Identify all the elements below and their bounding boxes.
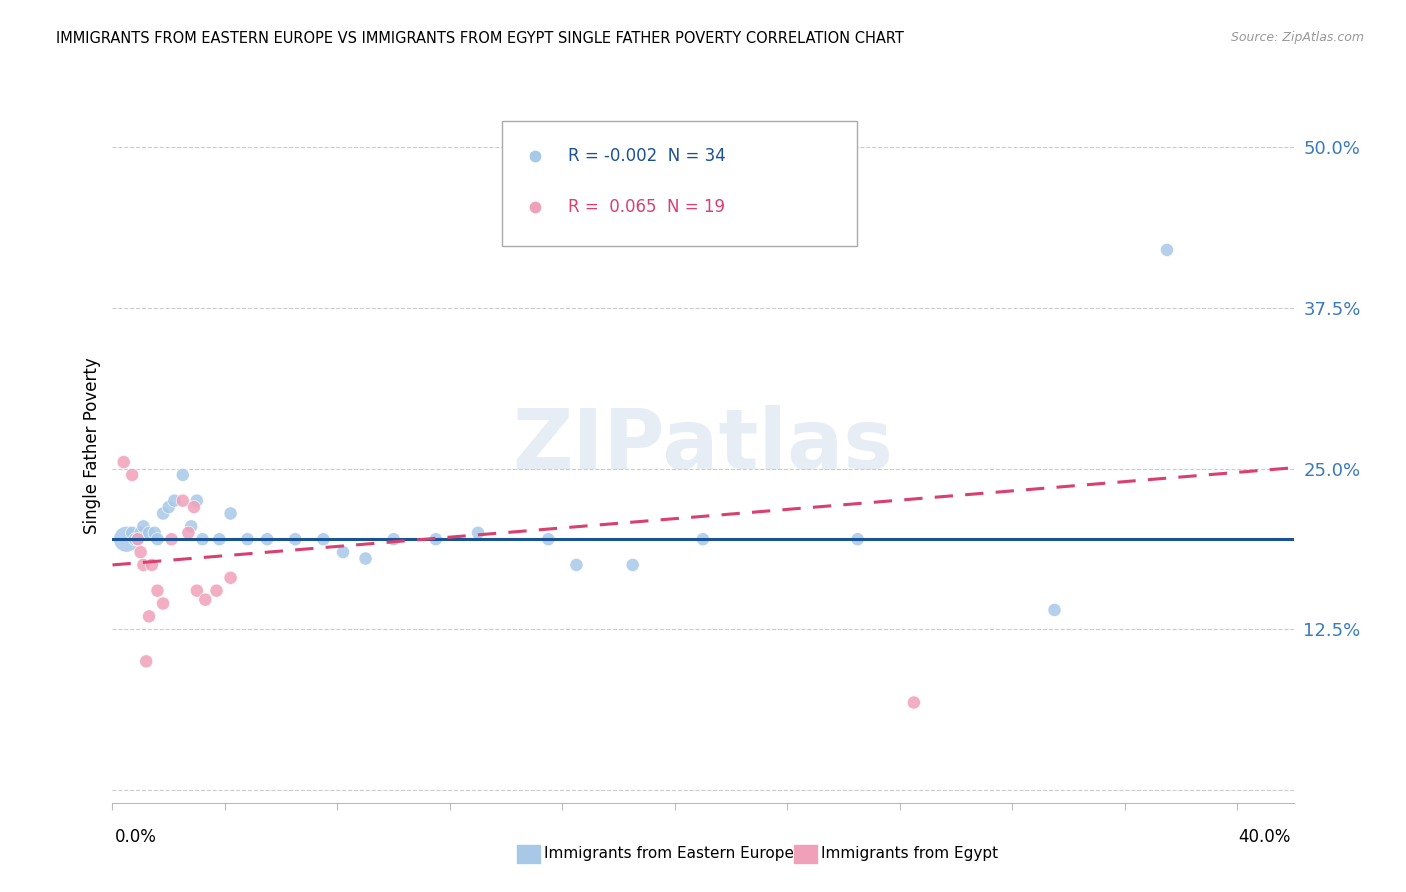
Point xyxy=(138,609,160,624)
Bar xyxy=(794,845,817,863)
Text: Immigrants from Egypt: Immigrants from Egypt xyxy=(821,847,998,861)
Point xyxy=(903,696,925,710)
Y-axis label: Single Father Poverty: Single Father Poverty xyxy=(83,358,101,534)
Point xyxy=(194,592,217,607)
Point xyxy=(208,533,231,547)
Point xyxy=(135,654,157,668)
Point xyxy=(132,558,155,572)
Text: IMMIGRANTS FROM EASTERN EUROPE VS IMMIGRANTS FROM EGYPT SINGLE FATHER POVERTY CO: IMMIGRANTS FROM EASTERN EUROPE VS IMMIGR… xyxy=(56,31,904,46)
Point xyxy=(121,467,143,482)
Point xyxy=(1156,243,1178,257)
Text: Immigrants from Eastern Europe: Immigrants from Eastern Europe xyxy=(544,847,794,861)
Point xyxy=(115,533,138,547)
Point xyxy=(565,558,588,572)
Point xyxy=(191,533,214,547)
Point xyxy=(152,597,174,611)
Bar xyxy=(517,845,540,863)
Point xyxy=(177,525,200,540)
Text: Source: ZipAtlas.com: Source: ZipAtlas.com xyxy=(1230,31,1364,45)
Text: 40.0%: 40.0% xyxy=(1239,828,1291,846)
Point xyxy=(138,525,160,540)
Point xyxy=(236,533,259,547)
Point xyxy=(846,533,869,547)
Point xyxy=(141,558,163,572)
Point xyxy=(160,533,183,547)
Point xyxy=(186,583,208,598)
Point xyxy=(537,533,560,547)
Point xyxy=(219,571,242,585)
Point xyxy=(256,533,278,547)
Point xyxy=(183,500,205,514)
Point xyxy=(146,533,169,547)
Point xyxy=(180,519,202,533)
Point xyxy=(186,493,208,508)
Point xyxy=(172,467,194,482)
Point xyxy=(621,558,644,572)
Point xyxy=(146,583,169,598)
Point xyxy=(312,533,335,547)
Point xyxy=(219,507,242,521)
Point xyxy=(112,455,135,469)
Point xyxy=(157,500,180,514)
Text: ZIPatlas: ZIPatlas xyxy=(513,406,893,486)
Point xyxy=(121,525,143,540)
Point xyxy=(354,551,377,566)
Point xyxy=(692,533,714,547)
Point xyxy=(124,533,146,547)
Point xyxy=(163,493,186,508)
Point xyxy=(1043,603,1066,617)
Point xyxy=(132,519,155,533)
Text: R = -0.002  N = 34: R = -0.002 N = 34 xyxy=(568,146,725,164)
Point xyxy=(382,533,405,547)
Point xyxy=(332,545,354,559)
Point xyxy=(284,533,307,547)
Point xyxy=(205,583,228,598)
Point xyxy=(143,525,166,540)
Point xyxy=(127,533,149,547)
Text: 0.0%: 0.0% xyxy=(115,828,157,846)
Point xyxy=(467,525,489,540)
Point xyxy=(129,545,152,559)
Text: R =  0.065  N = 19: R = 0.065 N = 19 xyxy=(568,198,725,216)
Point xyxy=(152,507,174,521)
Point xyxy=(425,533,447,547)
Point xyxy=(172,493,194,508)
FancyBboxPatch shape xyxy=(502,121,856,246)
Point xyxy=(129,525,152,540)
Point xyxy=(127,533,149,547)
